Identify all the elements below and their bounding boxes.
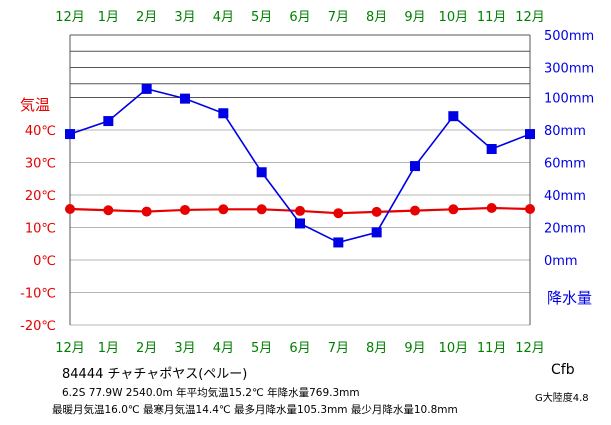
temperature-point <box>486 203 497 213</box>
month-label-bottom: 11月 <box>477 341 507 356</box>
temperature-tick-label: 40℃ <box>25 124 56 139</box>
precipitation-tick-label: 500mm <box>544 29 594 44</box>
temperature-tick-label: -20℃ <box>20 319 56 334</box>
month-label-bottom: 6月 <box>289 341 310 356</box>
temperature-point <box>256 204 267 215</box>
temperature-point <box>333 208 344 219</box>
temperature-point <box>141 206 152 217</box>
precipitation-point <box>180 93 190 104</box>
precipitation-point <box>256 167 267 178</box>
precipitation-point <box>333 237 344 248</box>
precipitation-tick-label: 80mm <box>544 124 586 139</box>
temperature-tick-label: -10℃ <box>20 287 56 302</box>
month-label-bottom: 3月 <box>174 341 195 356</box>
month-label-top: 1月 <box>98 10 119 25</box>
precipitation-tick-label: 40mm <box>544 189 586 204</box>
precipitation-point <box>141 83 152 94</box>
temperature-point <box>525 203 535 214</box>
temperature-point <box>180 204 190 215</box>
month-label-top: 5月 <box>251 10 272 25</box>
temperature-point <box>371 206 382 217</box>
month-label-bottom: 9月 <box>404 341 425 356</box>
monthly-extremes-summary: 最暖月気温16.0℃ 最寒月気温14.4℃ 最多月降水量105.3mm 最少月降… <box>52 404 458 416</box>
month-label-bottom: 5月 <box>251 341 272 356</box>
precipitation-point <box>410 161 420 172</box>
precipitation-point <box>103 116 114 127</box>
temperature-point <box>448 204 459 215</box>
precipitation-point <box>371 227 382 238</box>
precipitation-point <box>218 108 229 119</box>
month-label-top: 12月 <box>515 10 545 25</box>
month-label-bottom: 2月 <box>136 341 157 356</box>
precipitation-tick-label: 300mm <box>544 62 594 77</box>
climate-classification: Cfb <box>551 362 575 378</box>
precipitation-axis-title: 降水量 <box>547 289 592 307</box>
month-label-bottom: 4月 <box>213 341 234 356</box>
month-label-top: 3月 <box>174 10 195 25</box>
month-label-top: 2月 <box>136 10 157 25</box>
month-label-bottom: 7月 <box>328 341 349 356</box>
precipitation-point <box>486 144 497 155</box>
precipitation-point <box>295 218 305 229</box>
temperature-tick-label: 0℃ <box>33 254 56 269</box>
precipitation-tick-label: 100mm <box>544 92 594 107</box>
month-label-bottom: 12月 <box>55 341 85 356</box>
month-label-bottom: 1月 <box>98 341 119 356</box>
month-label-top: 9月 <box>404 10 425 25</box>
temperature-tick-label: 20℃ <box>25 189 56 204</box>
continentality-index: G大陸度4.8 <box>535 393 589 404</box>
station-name: 84444 チャチャポヤス(ペルー) <box>62 367 248 382</box>
temperature-point <box>103 205 114 216</box>
axis-labels: 12月 12月 1月 1月 2月 2月 3月 3月 4月 4月 5月 5月 6月 6月 7月 7月 8月 8月 9月… <box>20 10 594 356</box>
temperature-axis-title: 気温 <box>20 96 50 114</box>
station-coordinates-summary: 6.2S 77.9W 2540.0m 年平均気温15.2℃ 年降水量769.3m… <box>62 387 360 399</box>
precipitation-tick-label: 60mm <box>544 157 586 172</box>
month-label-top: 10月 <box>439 10 469 25</box>
temperature-point <box>65 203 75 214</box>
temperature-tick-label: 30℃ <box>25 157 56 172</box>
precipitation-point <box>65 129 75 140</box>
precipitation-point <box>448 111 459 122</box>
temperature-tick-label: 10℃ <box>25 222 56 237</box>
temperature-point <box>295 205 305 216</box>
month-label-top: 11月 <box>477 10 507 25</box>
month-label-bottom: 12月 <box>515 341 545 356</box>
temperature-point <box>410 205 420 216</box>
month-label-top: 8月 <box>366 10 387 25</box>
month-label-top: 12月 <box>55 10 85 25</box>
temperature-point <box>218 204 229 215</box>
month-label-top: 6月 <box>289 10 310 25</box>
precipitation-tick-label: 0mm <box>544 254 578 269</box>
precipitation-point <box>525 129 535 140</box>
grid <box>69 34 531 326</box>
month-label-bottom: 10月 <box>439 341 469 356</box>
month-label-top: 7月 <box>328 10 349 25</box>
month-label-bottom: 8月 <box>366 341 387 356</box>
precipitation-tick-label: 20mm <box>544 222 586 237</box>
series-layer <box>65 83 535 248</box>
month-label-top: 4月 <box>213 10 234 25</box>
